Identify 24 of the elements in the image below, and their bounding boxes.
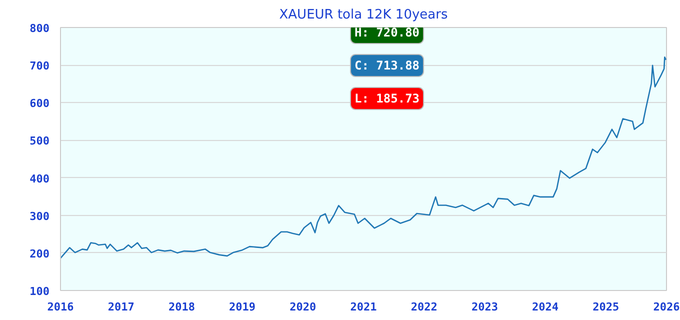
y-tick-label: 300 [30, 210, 50, 223]
y-tick-label: 200 [30, 247, 50, 260]
x-tick-label: 2026 [653, 300, 680, 314]
x-tick-label: 2025 [592, 300, 620, 314]
chart-title: XAUEUR tola 12K 10years [279, 8, 448, 22]
x-tick-label: 2019 [229, 300, 256, 314]
annotation: H: 720.80 [354, 26, 420, 40]
y-tick-label: 700 [30, 60, 50, 73]
x-tick-label: 2021 [350, 300, 378, 314]
y-tick-label: 800 [30, 22, 50, 35]
y-tick-label: 500 [30, 134, 50, 148]
annotation: L: 185.73 [354, 92, 420, 106]
x-tick-label: 2018 [168, 300, 195, 314]
x-tick-label: 2022 [410, 300, 438, 314]
x-tick-label: 2016 [47, 300, 74, 314]
y-tick-label: 400 [30, 172, 50, 186]
annotation: C: 713.88 [354, 58, 420, 72]
line-series [60, 56, 666, 259]
y-tick-label: 600 [30, 97, 50, 110]
x-tick-label: 2023 [471, 300, 498, 314]
x-tick-label: 2024 [532, 300, 559, 314]
x-tick-label: 2017 [108, 300, 134, 314]
x-tick-label: 2020 [290, 300, 316, 314]
y-tick-label: 100 [30, 285, 50, 298]
